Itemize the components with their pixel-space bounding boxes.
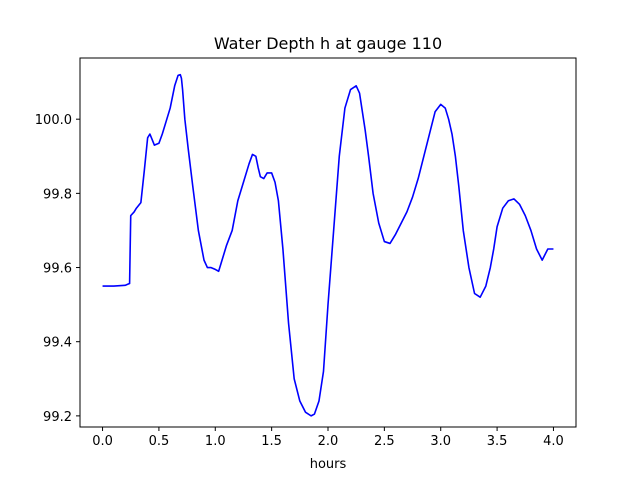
x-axis-label: hours bbox=[310, 457, 347, 472]
y-tick-label: 99.4 bbox=[43, 336, 72, 351]
y-tick-label: 99.2 bbox=[43, 410, 72, 425]
x-tick-label: 3.0 bbox=[430, 434, 451, 449]
chart-title: Water Depth h at gauge 110 bbox=[214, 34, 442, 53]
axes-frame bbox=[79, 57, 577, 428]
series-line-water-depth bbox=[102, 73, 554, 417]
x-tick-label: 0.0 bbox=[92, 434, 113, 449]
y-tick-label: 99.6 bbox=[43, 262, 72, 277]
plot-area bbox=[79, 57, 577, 428]
x-tick-label: 0.5 bbox=[149, 434, 170, 449]
x-tick-label: 2.0 bbox=[318, 434, 339, 449]
x-tick-label: 4.0 bbox=[543, 434, 564, 449]
x-axis: 0.0 0.5 1.0 1.5 2.0 2.5 3.0 3.5 4.0 bbox=[92, 427, 564, 449]
x-tick-label: 1.5 bbox=[261, 434, 282, 449]
y-tick-label: 100.0 bbox=[35, 113, 72, 128]
x-tick-label: 2.5 bbox=[374, 434, 395, 449]
y-tick-label: 99.8 bbox=[43, 187, 72, 202]
x-tick-label: 1.0 bbox=[205, 434, 226, 449]
x-tick-label: 3.5 bbox=[487, 434, 508, 449]
y-axis: 99.2 99.4 99.6 99.8 100.0 bbox=[35, 113, 80, 425]
